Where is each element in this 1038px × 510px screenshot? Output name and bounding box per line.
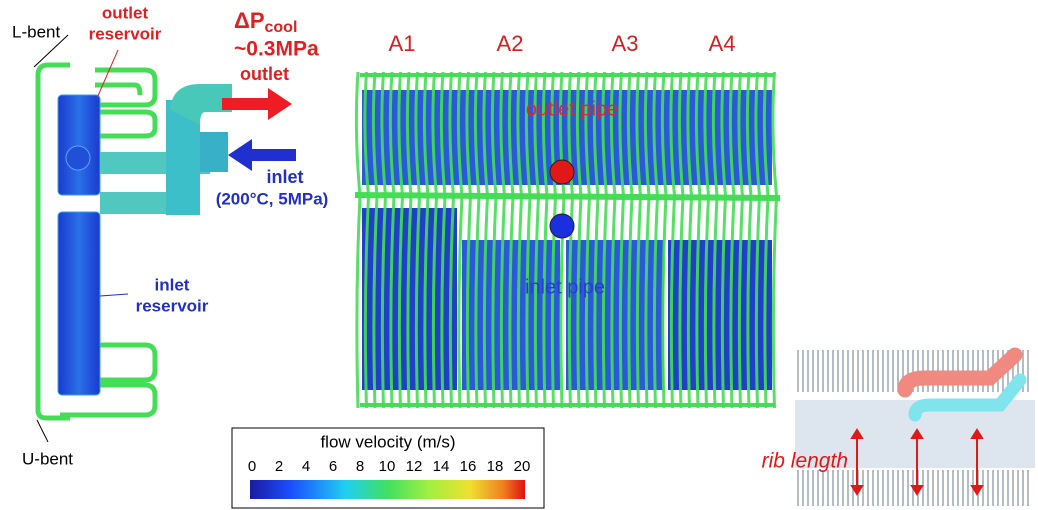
pressure-drop-symbol: ΔPcool	[234, 8, 297, 36]
inlet-conditions: (200°C, 5MPa)	[216, 189, 329, 208]
colorbar-tick-label: 10	[379, 458, 396, 475]
pressure-drop-value: ~0.3MPa	[234, 38, 319, 61]
l-bent-label: L-bent	[12, 22, 60, 41]
area-label: A4	[709, 31, 736, 56]
frame-tube	[38, 65, 70, 75]
cooling-plate-model	[355, 72, 780, 408]
loop-tube	[95, 112, 155, 136]
page: L-bent outlet reservoir ΔPcool ~0.3MPa o…	[0, 0, 1038, 510]
colorbar-title: flow velocity (m/s)	[320, 432, 455, 451]
rib-inset: rib length	[762, 350, 1035, 506]
lower-region	[566, 240, 664, 390]
colorbar-tick-label: 18	[487, 458, 504, 475]
colorbar-tick-label: 20	[514, 458, 531, 475]
outlet-arrow	[222, 88, 292, 120]
colorbar-tick-label: 4	[302, 458, 310, 475]
outlet-reservoir-label: reservoir	[89, 24, 162, 43]
colorbar: flow velocity (m/s) 0 2 4 6 8 10 12 14 16 18 20	[232, 428, 544, 508]
inlet-pipe-label: inlet pipe	[525, 276, 605, 298]
inlet-stub	[200, 132, 228, 172]
inlet-reservoir-label: inlet	[155, 275, 190, 294]
outlet-reservoir	[58, 95, 100, 195]
colorbar-tick-label: 12	[406, 458, 423, 475]
figure: L-bent outlet reservoir ΔPcool ~0.3MPa o…	[0, 0, 1038, 510]
colorbar-tick-label: 0	[248, 458, 256, 475]
colorbar-tick-label: 2	[275, 458, 283, 475]
area-label: A3	[612, 31, 639, 56]
colorbar-tick-label: 6	[329, 458, 337, 475]
u-bent-label: U-bent	[22, 449, 73, 468]
channel-tube	[356, 72, 360, 408]
rib-length-label: rib length	[762, 450, 848, 473]
colorbar-tick-label: 14	[433, 458, 450, 475]
inlet-label: inlet	[266, 167, 303, 187]
inlet-reservoir-pointer	[100, 294, 128, 296]
area-label: A1	[389, 31, 416, 56]
colorbar-tick-label: 16	[460, 458, 477, 475]
colorbar-tick-label: 8	[356, 458, 364, 475]
outlet-reservoir-label: outlet	[102, 3, 149, 22]
inlet-reservoir-label: reservoir	[136, 296, 209, 315]
inlet-reservoir	[58, 212, 100, 395]
u-bent-pointer	[37, 420, 48, 442]
outlet-pipe-marker	[550, 160, 574, 184]
inlet-pipe-marker	[550, 214, 574, 238]
outlet-label: outlet	[240, 64, 289, 84]
loop-tube	[95, 345, 155, 380]
area-label: A2	[497, 31, 524, 56]
channel-tube	[773, 72, 777, 408]
outlet-pipe-label: outlet pipe	[526, 98, 618, 120]
reservoir-port	[66, 146, 90, 170]
colorbar-gradient	[250, 480, 525, 499]
outlet-reservoir-pointer	[97, 50, 118, 98]
